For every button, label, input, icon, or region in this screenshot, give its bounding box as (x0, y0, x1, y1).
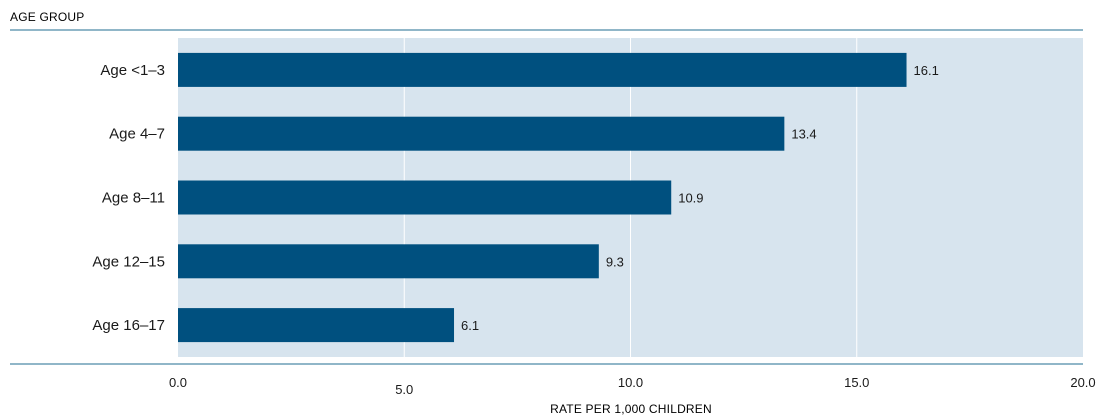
category-label: Age 16–17 (92, 317, 165, 334)
x-tick-label: 20.0 (1070, 375, 1095, 390)
bars (178, 52, 907, 343)
bar (178, 308, 455, 343)
y-axis-title: AGE GROUP (10, 10, 84, 24)
x-axis-title: RATE PER 1,000 CHILDREN (550, 402, 712, 416)
x-tick-label: 0.0 (169, 375, 187, 390)
data-label: 16.1 (914, 63, 939, 78)
data-label: 6.1 (461, 318, 479, 333)
category-label: Age 8–11 (102, 190, 165, 207)
bar (178, 116, 785, 151)
category-label: Age 12–15 (92, 253, 165, 270)
x-tick-label: 5.0 (395, 382, 413, 397)
data-label: 13.4 (791, 127, 816, 142)
x-tick-label: 15.0 (844, 375, 869, 390)
x-tick-labels: 0.0 5.0 10.0 15.0 20.0 (169, 375, 1096, 397)
bar (178, 180, 672, 215)
x-tick-label: 10.0 (618, 375, 643, 390)
category-labels: Age <1–3 Age 4–7 Age 8–11 Age 12–15 Age 16–1… (92, 62, 165, 334)
bar (178, 244, 599, 279)
bar (178, 52, 907, 87)
data-label: 9.3 (606, 254, 624, 269)
category-label: Age <1–3 (100, 62, 165, 79)
category-label: Age 4–7 (109, 126, 165, 143)
data-labels: 16.1 13.4 10.9 9.3 6.1 (461, 63, 939, 333)
data-label: 10.9 (678, 191, 703, 206)
